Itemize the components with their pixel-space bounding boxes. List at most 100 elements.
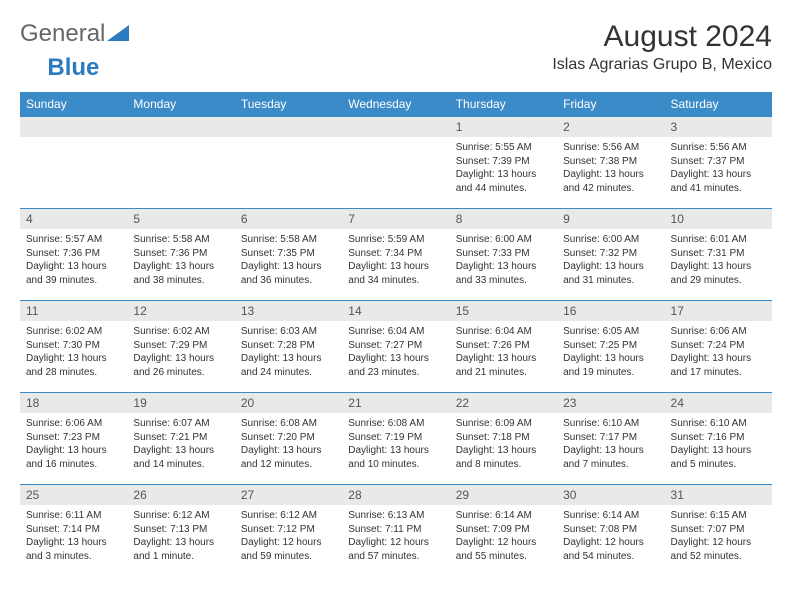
day-number: 19 — [127, 393, 234, 413]
day-details: Sunrise: 5:59 AMSunset: 7:34 PMDaylight:… — [342, 229, 449, 291]
day-cell: 23Sunrise: 6:10 AMSunset: 7:17 PMDayligh… — [557, 393, 664, 485]
day-header: Wednesday — [342, 92, 449, 117]
day-cell: 12Sunrise: 6:02 AMSunset: 7:29 PMDayligh… — [127, 301, 234, 393]
day-cell: 15Sunrise: 6:04 AMSunset: 7:26 PMDayligh… — [450, 301, 557, 393]
day-number: 2 — [557, 117, 664, 137]
day-number: 18 — [20, 393, 127, 413]
day-number-empty — [127, 117, 234, 137]
day-number: 1 — [450, 117, 557, 137]
day-number: 5 — [127, 209, 234, 229]
day-header: Monday — [127, 92, 234, 117]
day-number: 10 — [665, 209, 772, 229]
day-number: 13 — [235, 301, 342, 321]
day-cell: 8Sunrise: 6:00 AMSunset: 7:33 PMDaylight… — [450, 209, 557, 301]
week-row: 11Sunrise: 6:02 AMSunset: 7:30 PMDayligh… — [20, 301, 772, 393]
day-details: Sunrise: 6:13 AMSunset: 7:11 PMDaylight:… — [342, 505, 449, 567]
calendar-table: Sunday Monday Tuesday Wednesday Thursday… — [20, 92, 772, 577]
day-cell: 16Sunrise: 6:05 AMSunset: 7:25 PMDayligh… — [557, 301, 664, 393]
day-details: Sunrise: 5:58 AMSunset: 7:35 PMDaylight:… — [235, 229, 342, 291]
day-cell: 21Sunrise: 6:08 AMSunset: 7:19 PMDayligh… — [342, 393, 449, 485]
day-cell: 30Sunrise: 6:14 AMSunset: 7:08 PMDayligh… — [557, 485, 664, 577]
day-number: 14 — [342, 301, 449, 321]
day-details: Sunrise: 6:15 AMSunset: 7:07 PMDaylight:… — [665, 505, 772, 567]
day-details: Sunrise: 6:12 AMSunset: 7:13 PMDaylight:… — [127, 505, 234, 567]
day-number: 15 — [450, 301, 557, 321]
day-cell: 4Sunrise: 5:57 AMSunset: 7:36 PMDaylight… — [20, 209, 127, 301]
calendar-page: General August 2024 Islas Agrarias Grupo… — [0, 0, 792, 587]
day-cell: 22Sunrise: 6:09 AMSunset: 7:18 PMDayligh… — [450, 393, 557, 485]
day-cell: 5Sunrise: 5:58 AMSunset: 7:36 PMDaylight… — [127, 209, 234, 301]
day-details: Sunrise: 6:10 AMSunset: 7:16 PMDaylight:… — [665, 413, 772, 475]
logo-text-blue: Blue — [47, 54, 99, 82]
day-details: Sunrise: 6:04 AMSunset: 7:26 PMDaylight:… — [450, 321, 557, 383]
day-cell: 31Sunrise: 6:15 AMSunset: 7:07 PMDayligh… — [665, 485, 772, 577]
day-details: Sunrise: 5:57 AMSunset: 7:36 PMDaylight:… — [20, 229, 127, 291]
day-cell: 24Sunrise: 6:10 AMSunset: 7:16 PMDayligh… — [665, 393, 772, 485]
day-details: Sunrise: 6:12 AMSunset: 7:12 PMDaylight:… — [235, 505, 342, 567]
day-number: 9 — [557, 209, 664, 229]
day-cell — [127, 117, 234, 209]
day-cell: 25Sunrise: 6:11 AMSunset: 7:14 PMDayligh… — [20, 485, 127, 577]
day-cell: 7Sunrise: 5:59 AMSunset: 7:34 PMDaylight… — [342, 209, 449, 301]
day-number: 21 — [342, 393, 449, 413]
day-cell: 14Sunrise: 6:04 AMSunset: 7:27 PMDayligh… — [342, 301, 449, 393]
week-row: 25Sunrise: 6:11 AMSunset: 7:14 PMDayligh… — [20, 485, 772, 577]
day-details: Sunrise: 6:14 AMSunset: 7:09 PMDaylight:… — [450, 505, 557, 567]
day-number: 17 — [665, 301, 772, 321]
day-cell — [342, 117, 449, 209]
day-details: Sunrise: 6:04 AMSunset: 7:27 PMDaylight:… — [342, 321, 449, 383]
calendar-body: 1Sunrise: 5:55 AMSunset: 7:39 PMDaylight… — [20, 117, 772, 577]
day-number: 7 — [342, 209, 449, 229]
day-header: Friday — [557, 92, 664, 117]
location-text: Islas Agrarias Grupo B, Mexico — [552, 56, 772, 74]
day-number: 6 — [235, 209, 342, 229]
day-number: 26 — [127, 485, 234, 505]
day-number-empty — [342, 117, 449, 137]
week-row: 18Sunrise: 6:06 AMSunset: 7:23 PMDayligh… — [20, 393, 772, 485]
day-details: Sunrise: 6:10 AMSunset: 7:17 PMDaylight:… — [557, 413, 664, 475]
day-cell: 17Sunrise: 6:06 AMSunset: 7:24 PMDayligh… — [665, 301, 772, 393]
day-number-empty — [20, 117, 127, 137]
day-cell: 10Sunrise: 6:01 AMSunset: 7:31 PMDayligh… — [665, 209, 772, 301]
day-number: 4 — [20, 209, 127, 229]
day-cell: 9Sunrise: 6:00 AMSunset: 7:32 PMDaylight… — [557, 209, 664, 301]
day-number: 12 — [127, 301, 234, 321]
day-details: Sunrise: 6:02 AMSunset: 7:29 PMDaylight:… — [127, 321, 234, 383]
logo-triangle-icon — [107, 23, 129, 41]
day-number: 30 — [557, 485, 664, 505]
day-details: Sunrise: 5:58 AMSunset: 7:36 PMDaylight:… — [127, 229, 234, 291]
month-title: August 2024 — [552, 20, 772, 54]
day-cell — [235, 117, 342, 209]
day-number: 25 — [20, 485, 127, 505]
day-number: 16 — [557, 301, 664, 321]
day-details: Sunrise: 6:06 AMSunset: 7:23 PMDaylight:… — [20, 413, 127, 475]
day-details: Sunrise: 6:11 AMSunset: 7:14 PMDaylight:… — [20, 505, 127, 567]
day-header: Saturday — [665, 92, 772, 117]
day-details: Sunrise: 6:01 AMSunset: 7:31 PMDaylight:… — [665, 229, 772, 291]
day-cell: 20Sunrise: 6:08 AMSunset: 7:20 PMDayligh… — [235, 393, 342, 485]
day-cell: 26Sunrise: 6:12 AMSunset: 7:13 PMDayligh… — [127, 485, 234, 577]
day-details: Sunrise: 6:08 AMSunset: 7:20 PMDaylight:… — [235, 413, 342, 475]
day-details: Sunrise: 6:00 AMSunset: 7:32 PMDaylight:… — [557, 229, 664, 291]
day-cell: 28Sunrise: 6:13 AMSunset: 7:11 PMDayligh… — [342, 485, 449, 577]
day-details: Sunrise: 5:55 AMSunset: 7:39 PMDaylight:… — [450, 137, 557, 199]
day-details: Sunrise: 6:00 AMSunset: 7:33 PMDaylight:… — [450, 229, 557, 291]
day-number: 20 — [235, 393, 342, 413]
day-details: Sunrise: 5:56 AMSunset: 7:37 PMDaylight:… — [665, 137, 772, 199]
logo-text-general: General — [20, 20, 105, 48]
day-cell: 1Sunrise: 5:55 AMSunset: 7:39 PMDaylight… — [450, 117, 557, 209]
day-cell: 11Sunrise: 6:02 AMSunset: 7:30 PMDayligh… — [20, 301, 127, 393]
day-number: 28 — [342, 485, 449, 505]
day-number: 22 — [450, 393, 557, 413]
day-cell: 6Sunrise: 5:58 AMSunset: 7:35 PMDaylight… — [235, 209, 342, 301]
day-header: Thursday — [450, 92, 557, 117]
brand-logo: General — [20, 20, 129, 48]
day-header-row: Sunday Monday Tuesday Wednesday Thursday… — [20, 92, 772, 117]
day-cell: 2Sunrise: 5:56 AMSunset: 7:38 PMDaylight… — [557, 117, 664, 209]
day-number: 29 — [450, 485, 557, 505]
day-cell: 19Sunrise: 6:07 AMSunset: 7:21 PMDayligh… — [127, 393, 234, 485]
day-cell: 3Sunrise: 5:56 AMSunset: 7:37 PMDaylight… — [665, 117, 772, 209]
title-block: August 2024 Islas Agrarias Grupo B, Mexi… — [552, 20, 772, 74]
day-details: Sunrise: 6:14 AMSunset: 7:08 PMDaylight:… — [557, 505, 664, 567]
day-number-empty — [235, 117, 342, 137]
